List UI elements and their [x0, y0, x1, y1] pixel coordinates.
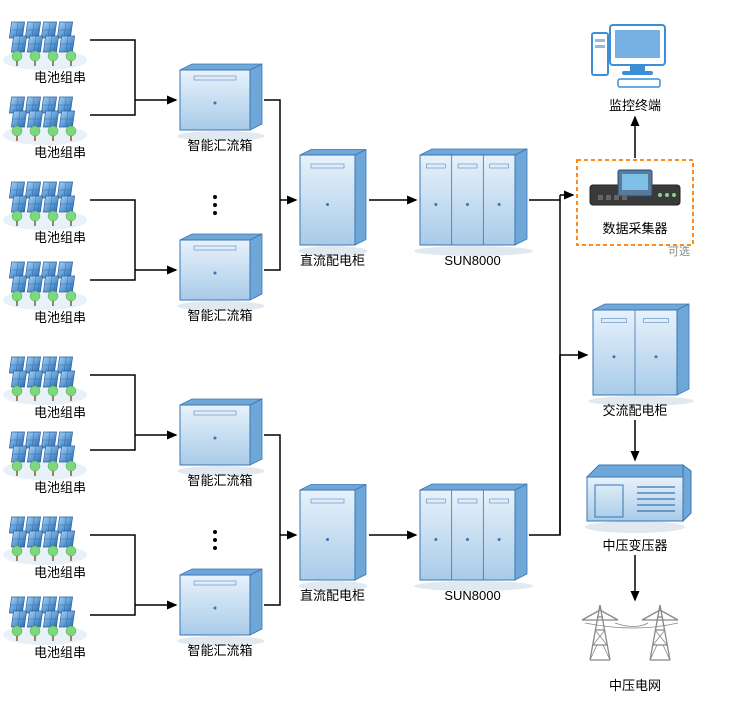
ellipsis-dot	[213, 530, 217, 534]
ellipsis-dot	[213, 538, 217, 542]
battery-string-label: 电池组串	[34, 405, 86, 420]
dc-cabinet	[299, 150, 368, 257]
battery-string-label: 电池组串	[34, 565, 86, 580]
transformer	[585, 465, 691, 533]
combiner-box-label: 智能汇流箱	[187, 308, 252, 323]
battery-string-label: 电池组串	[34, 145, 86, 160]
battery-string-label: 电池组串	[34, 230, 86, 245]
data-collector-optional-label: 可选	[668, 245, 690, 258]
combiner-box	[177, 569, 265, 646]
pv-array	[3, 597, 87, 645]
pv-array	[3, 432, 87, 480]
pv-array	[3, 357, 87, 405]
combiner-box-label: 智能汇流箱	[187, 473, 252, 488]
power-grid	[582, 605, 678, 660]
combiner-box	[177, 234, 265, 311]
pv-array	[3, 262, 87, 310]
pv-array	[3, 517, 87, 565]
ellipsis-dot	[213, 546, 217, 550]
grid-label: 中压电网	[609, 678, 661, 693]
dc-cabinet-label: 直流配电柜	[300, 588, 365, 603]
ellipsis-dot	[213, 195, 217, 199]
battery-string-label: 电池组串	[34, 70, 86, 85]
combiner-box	[177, 399, 265, 476]
inverter-label: SUN8000	[444, 253, 500, 268]
inverter-label: SUN8000	[444, 588, 500, 603]
inverter	[414, 149, 533, 256]
ellipsis-dot	[213, 211, 217, 215]
monitor-terminal-label: 监控终端	[609, 98, 661, 113]
dc-cabinet	[299, 485, 368, 592]
battery-string-label: 电池组串	[34, 645, 86, 660]
pv-array	[3, 22, 87, 70]
pv-array	[3, 97, 87, 145]
combiner-box-label: 智能汇流箱	[187, 138, 252, 153]
ac-cabinet	[589, 304, 694, 406]
data-collector-label: 数据采集器	[602, 221, 667, 236]
pv-array	[3, 182, 87, 230]
ac-cabinet-label: 交流配电柜	[602, 403, 667, 418]
dc-cabinet-label: 直流配电柜	[300, 253, 365, 268]
combiner-box-label: 智能汇流箱	[187, 643, 252, 658]
combiner-box	[177, 64, 265, 141]
ellipsis-dot	[213, 203, 217, 207]
inverter	[414, 484, 533, 591]
battery-string-label: 电池组串	[34, 480, 86, 495]
monitor-terminal	[592, 25, 665, 87]
battery-string-label: 电池组串	[34, 310, 86, 325]
transformer-label: 中压变压器	[602, 538, 667, 553]
data-collector	[590, 170, 680, 205]
